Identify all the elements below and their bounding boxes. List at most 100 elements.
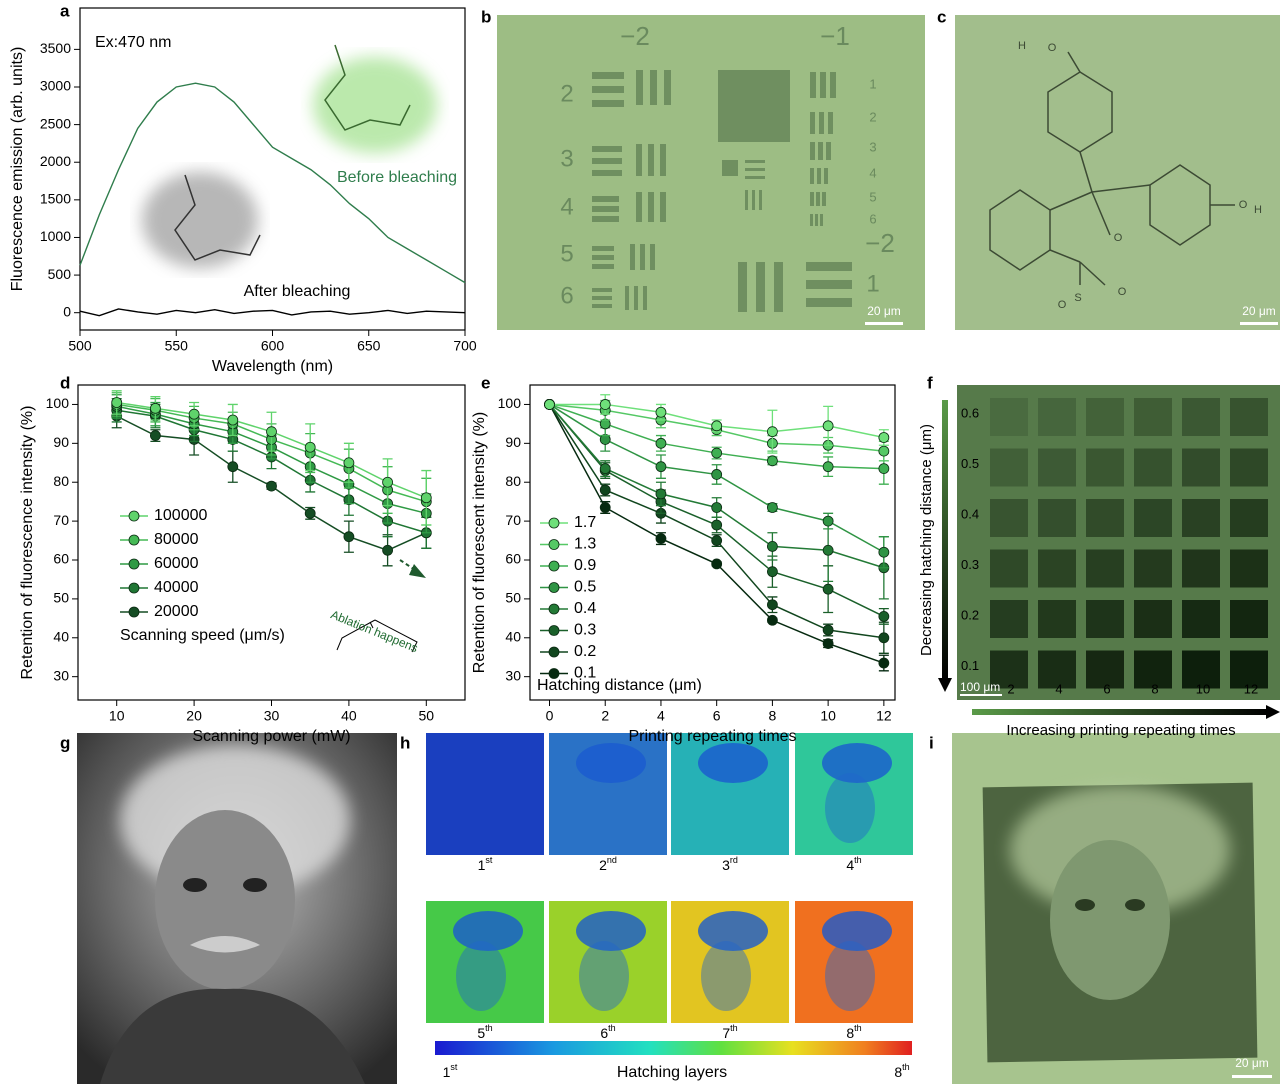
pattern-square: [990, 600, 1028, 638]
pattern-square: [990, 398, 1028, 436]
ordinal-label: 7th: [722, 1023, 737, 1040]
row-label: 0.5: [961, 456, 979, 471]
pattern-square: [1086, 600, 1124, 638]
series-label: Before bleaching: [337, 169, 457, 186]
arrow-head: [938, 678, 952, 692]
ordinal-suffix: th: [730, 1023, 738, 1033]
layer-feature: [825, 941, 875, 1011]
y-tick-label: 100: [46, 395, 70, 411]
ordinal-label: 3rd: [722, 855, 738, 872]
pattern-square: [1182, 448, 1220, 487]
pattern-square: [1038, 650, 1076, 689]
annotation-arrow-head: [409, 564, 426, 578]
data-point: [304, 441, 316, 453]
y-tick-label: 50: [505, 590, 521, 606]
ordinal-number: 3: [722, 857, 730, 873]
y-tick-label: 500: [48, 266, 72, 282]
x-tick-label: 40: [341, 708, 357, 724]
layer-feature: [698, 743, 768, 783]
scale-bar-label: 100 μm: [960, 680, 1000, 694]
data-point: [878, 445, 890, 457]
data-point: [878, 463, 890, 475]
data-point: [304, 507, 316, 519]
ordinal-label: 2nd: [599, 855, 617, 872]
target-group-label: 3: [869, 139, 876, 154]
data-point: [599, 502, 611, 513]
legend-label: 0.9: [574, 557, 596, 574]
y-axis-label: Fluorescence emission (arb. units): [9, 47, 26, 292]
data-point: [767, 599, 778, 611]
data-point: [227, 461, 239, 473]
pattern-square: [1182, 650, 1220, 689]
data-point: [878, 546, 890, 558]
legend-swatch-marker: [128, 558, 140, 570]
atom-label: O: [1239, 199, 1248, 211]
y-tick-label: 80: [53, 473, 69, 489]
row-label: 0.1: [961, 658, 979, 673]
legend-swatch-marker: [548, 668, 560, 679]
panel-letter: a: [60, 1, 70, 20]
x-tick-label: 30: [264, 708, 280, 724]
legend-label: 0.2: [574, 643, 596, 660]
y-tick-label: 30: [53, 667, 69, 683]
y-tick-label: 70: [53, 512, 69, 528]
x-tick-label: 8: [769, 708, 777, 724]
pattern-square: [1134, 650, 1172, 689]
pattern-square: [1134, 499, 1172, 537]
target-group-label: 1: [869, 76, 876, 91]
y-tick-label: 3500: [40, 40, 71, 56]
y-tick-label: 1500: [40, 191, 71, 207]
ordinal-number: 5: [477, 1025, 485, 1041]
layer-feature: [822, 911, 892, 951]
pattern-square: [990, 650, 1028, 689]
ordinal-label: 8th: [894, 1062, 909, 1079]
x-tick-label: 50: [419, 708, 435, 724]
data-point: [655, 406, 667, 418]
ordinal-label: 5th: [477, 1023, 492, 1040]
layer-feature: [456, 941, 506, 1011]
panel-letter: d: [60, 373, 70, 392]
scale-bar-label: 20 μm: [1242, 304, 1276, 318]
target-group-label: 2: [869, 109, 876, 124]
panel-letter: c: [937, 7, 946, 26]
data-point: [711, 558, 723, 570]
data-point: [343, 457, 355, 469]
panel-letters: a b c d e f g h i: [60, 1, 946, 752]
x-tick-label: 2: [601, 708, 609, 724]
legend-swatch-marker: [548, 625, 560, 636]
colorbar-label: Hatching layers: [617, 1064, 727, 1081]
scale-bar: [960, 694, 1002, 696]
y-tick-label: 3000: [40, 78, 71, 94]
arrow-head: [1266, 705, 1280, 719]
pattern-square: [990, 549, 1028, 588]
data-point: [149, 402, 161, 414]
target-group-label: −2: [865, 228, 895, 258]
scale-bar-label: 20 μm: [867, 304, 901, 318]
x-tick-label: 550: [165, 338, 189, 354]
data-point: [822, 461, 834, 473]
data-point: [711, 469, 723, 480]
colorbar: [435, 1041, 912, 1055]
ordinal-number: 8: [894, 1064, 902, 1080]
annotation: Ablation happens: [329, 607, 420, 655]
target-group-label: 5: [560, 240, 573, 267]
legend-swatch-marker: [548, 560, 560, 572]
pattern-square: [1086, 448, 1124, 487]
series-line: [79, 308, 466, 317]
y-tick-label: 60: [53, 551, 69, 567]
y-tick-label: 30: [505, 667, 521, 683]
col-label: 8: [1151, 681, 1158, 696]
legend-label: 0.4: [574, 600, 596, 617]
ordinal-suffix: th: [902, 1062, 910, 1072]
legend-label: 1.7: [574, 514, 596, 531]
ordinal-number: 8: [846, 1025, 854, 1041]
arrow-shaft: [972, 709, 1268, 715]
ordinal-label: 4th: [846, 855, 861, 872]
y-tick-label: 0: [63, 303, 71, 319]
target-group-label: 4: [560, 193, 573, 220]
target-group-label: 6: [869, 211, 876, 226]
x-tick-label: 500: [68, 338, 92, 354]
layer-image: [426, 733, 544, 855]
legend-swatch-marker: [548, 539, 560, 550]
layer-feature: [576, 743, 646, 783]
